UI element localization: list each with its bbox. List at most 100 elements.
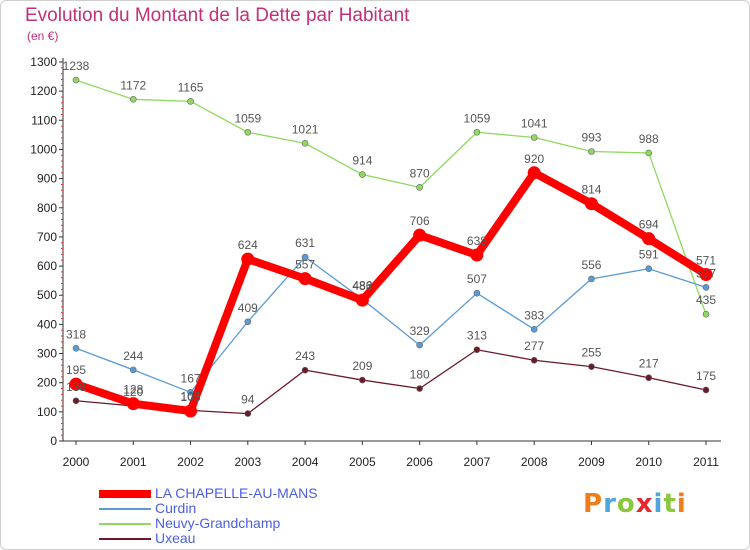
data-label-curdin: 486 — [352, 278, 372, 292]
y-tick-label: 1000 — [30, 142, 57, 156]
data-label-curdin: 591 — [639, 248, 659, 262]
logo-letter: o — [616, 489, 636, 519]
series-group — [69, 76, 713, 418]
legend-label: Curdin — [155, 500, 197, 516]
y-tick-label: 600 — [37, 259, 57, 273]
data-label-curdin: 556 — [581, 258, 601, 272]
point-uxeau — [301, 366, 309, 374]
data-label-neuvy-grandchamp: 914 — [352, 154, 372, 168]
data-label-neuvy-grandchamp: 1172 — [120, 78, 146, 92]
data-labels: 1238 1172 1165 1059 1021 914 870 1059 1041 993 988… — [63, 59, 717, 407]
data-label-uxeau: 209 — [352, 359, 372, 373]
x-tick-label: 2006 — [406, 455, 433, 469]
logo-letter: i — [653, 489, 664, 519]
axes — [59, 58, 721, 442]
point-uxeau — [416, 385, 423, 392]
y-tick-label: 800 — [37, 201, 57, 215]
data-label-la-chapelle-au-mans: 638 — [467, 234, 487, 248]
logo-letter: t — [663, 489, 677, 519]
y-tick-label: 700 — [37, 230, 57, 244]
point-curdin — [473, 289, 481, 297]
logo-letter: P — [583, 489, 604, 519]
point-uxeau — [473, 346, 481, 354]
data-label-curdin: 527 — [696, 266, 716, 280]
x-tick-label: 2005 — [349, 455, 376, 469]
point-la-chapelle-au-mans — [241, 252, 255, 266]
point-neuvy-grandchamp — [473, 128, 481, 136]
y-tick-label: 1300 — [30, 55, 57, 69]
point-la-chapelle-au-mans — [527, 166, 541, 180]
point-neuvy-grandchamp — [702, 310, 710, 318]
y-tick-label: 1200 — [30, 84, 57, 98]
x-tick-label: 2003 — [234, 455, 261, 469]
data-label-curdin: 167 — [181, 371, 201, 385]
data-label-curdin: 329 — [410, 324, 430, 338]
point-la-chapelle-au-mans — [413, 228, 427, 242]
data-label-curdin: 631 — [295, 236, 315, 250]
data-label-la-chapelle-au-mans: 694 — [639, 218, 659, 232]
point-neuvy-grandchamp — [187, 98, 194, 105]
point-la-chapelle-au-mans — [584, 197, 598, 211]
point-uxeau — [588, 363, 595, 370]
point-curdin — [301, 253, 309, 261]
point-curdin — [702, 284, 710, 291]
chart-title: Evolution du Montant de la Dette par Hab… — [25, 5, 410, 26]
y-tick-label: 1100 — [31, 113, 57, 127]
x-tick-label: 2007 — [464, 455, 491, 469]
data-label-la-chapelle-au-mans: 483 — [352, 279, 372, 293]
y-tick-label: 0 — [50, 434, 57, 448]
data-label-neuvy-grandchamp: 993 — [581, 131, 601, 145]
data-label-neuvy-grandchamp: 1021 — [292, 122, 319, 136]
data-label-neuvy-grandchamp: 435 — [696, 293, 716, 307]
data-label-la-chapelle-au-mans: 706 — [410, 214, 430, 228]
legend-label: LA CHAPELLE-AU-MANS — [155, 485, 318, 501]
point-curdin — [645, 265, 653, 273]
logo-letter: i — [676, 489, 687, 519]
series-line-la-chapelle-au-mans — [72, 168, 710, 415]
legend-item-uxeau: Uxeau — [99, 530, 359, 547]
data-label-uxeau: 313 — [467, 329, 487, 343]
legend-label: Neuvy-Grandchamp — [155, 515, 281, 531]
data-label-uxeau: 105 — [181, 389, 201, 403]
data-label-uxeau: 175 — [696, 369, 716, 383]
y-ticks: 0 100 200 300 400 500 600 700 800 900 1000 1100 1200… — [30, 55, 57, 448]
data-label-uxeau: 277 — [524, 339, 544, 353]
point-la-chapelle-au-mans — [184, 404, 198, 418]
point-uxeau — [702, 386, 710, 394]
x-tick-label: 2010 — [635, 455, 662, 469]
point-curdin — [129, 366, 137, 374]
point-curdin — [588, 275, 595, 283]
point-uxeau — [359, 376, 366, 384]
legend-swatch — [99, 490, 151, 498]
data-label-curdin: 318 — [66, 327, 86, 341]
y-tick-label: 200 — [37, 376, 57, 390]
point-neuvy-grandchamp — [530, 134, 538, 141]
data-label-la-chapelle-au-mans: 920 — [524, 152, 544, 166]
x-tick-label: 2001 — [120, 455, 147, 469]
data-label-la-chapelle-au-mans: 195 — [66, 363, 86, 377]
proxiti-logo: Proxiti — [583, 489, 687, 519]
point-curdin — [72, 344, 80, 352]
data-label-curdin: 383 — [524, 308, 544, 322]
legend-item-neuvy-grandchamp: Neuvy-Grandchamp — [99, 515, 359, 532]
logo-letter: x — [635, 489, 654, 519]
point-neuvy-grandchamp — [645, 149, 653, 157]
data-label-curdin: 507 — [467, 272, 487, 286]
data-label-la-chapelle-au-mans: 103 — [181, 390, 201, 404]
point-la-chapelle-au-mans — [69, 377, 83, 391]
data-label-uxeau: 138 — [66, 380, 86, 394]
point-neuvy-grandchamp — [129, 96, 137, 103]
series-line-uxeau — [75, 349, 707, 415]
logo-letter: r — [603, 489, 617, 519]
point-neuvy-grandchamp — [416, 184, 423, 191]
data-label-neuvy-grandchamp: 1059 — [234, 111, 261, 125]
point-la-chapelle-au-mans — [355, 293, 369, 307]
legend-item-la-chapelle-au-mans: LA CHAPELLE-AU-MANS — [99, 485, 359, 502]
point-la-chapelle-au-mans — [699, 268, 713, 282]
point-curdin — [530, 326, 538, 333]
data-label-uxeau: 120 — [123, 385, 143, 399]
y-tick-label: 900 — [37, 172, 57, 186]
y-tick-label: 300 — [37, 347, 57, 361]
point-la-chapelle-au-mans — [126, 397, 140, 411]
